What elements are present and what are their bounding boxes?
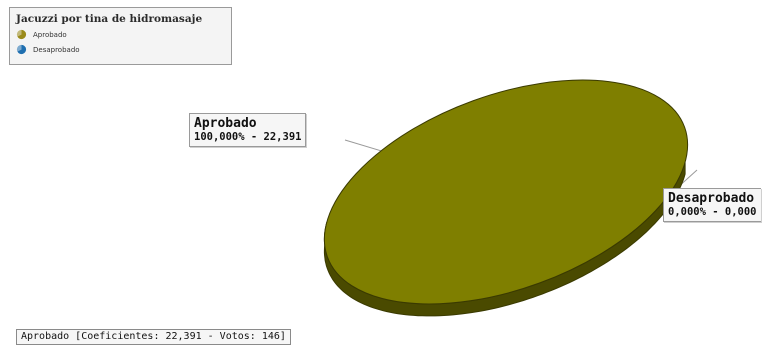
chart-legend: Jacuzzi por tina de hidromasaje Aprobado… [9, 7, 232, 65]
pie-legend-icon [16, 29, 27, 40]
data-label-desaprobado: Desaprobado 0,000% - 0,000 [663, 188, 761, 222]
legend-label-desaprobado: Desaprobado [33, 45, 80, 54]
pie-slice-aprobado[interactable] [294, 36, 717, 347]
data-label-aprobado-name: Aprobado [194, 116, 257, 131]
data-label-aprobado: Aprobado 100,000% - 22,391 [189, 113, 307, 147]
chart-title: Jacuzzi por tina de hidromasaje [16, 13, 203, 25]
legend-label-aprobado: Aprobado [33, 30, 67, 39]
pie-legend-icon [16, 44, 27, 55]
data-label-desaprobado-name: Desaprobado [668, 191, 755, 206]
data-label-aprobado-value: 100,000% - 22,391 [194, 131, 302, 143]
legend-item-aprobado[interactable]: Aprobado [16, 28, 225, 41]
status-bar: Aprobado [Coeficientes: 22,391 - Votos: … [16, 329, 291, 345]
legend-item-desaprobado[interactable]: Desaprobado [16, 43, 225, 56]
data-label-desaprobado-value: 0,000% - 0,000 [668, 206, 757, 218]
